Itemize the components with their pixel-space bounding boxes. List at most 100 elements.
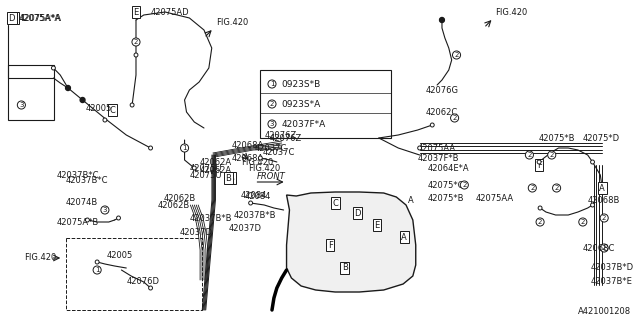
Text: 42037D: 42037D [228, 223, 261, 233]
Text: 2: 2 [530, 185, 534, 191]
Circle shape [430, 123, 434, 127]
Text: 42075*B: 42075*B [428, 194, 464, 203]
Text: A421001208: A421001208 [578, 308, 631, 316]
Text: 42037D: 42037D [180, 228, 212, 236]
Bar [66, 238, 202, 310]
Circle shape [148, 146, 152, 150]
Circle shape [95, 260, 99, 264]
Text: 2: 2 [602, 215, 606, 221]
Text: 42062A: 42062A [199, 157, 231, 166]
Text: 42075AA: 42075AA [476, 194, 514, 203]
Text: 42037C: 42037C [255, 143, 287, 153]
Text: B: B [225, 173, 231, 182]
Text: E: E [133, 7, 139, 17]
Text: 2: 2 [538, 219, 542, 225]
Text: 2: 2 [134, 39, 138, 45]
Text: 42037C: 42037C [262, 148, 294, 156]
Text: 2: 2 [462, 182, 467, 188]
Text: E: E [374, 220, 380, 229]
Text: 42084: 42084 [241, 190, 268, 199]
Text: 42075AA: 42075AA [418, 143, 456, 153]
Text: 3: 3 [102, 207, 107, 213]
Text: D: D [8, 13, 15, 22]
Text: 0923S*B: 0923S*B [282, 79, 321, 89]
Circle shape [51, 66, 56, 70]
Text: 42062B: 42062B [163, 194, 195, 203]
Bar [8, 65, 54, 120]
Text: 42005: 42005 [107, 251, 133, 260]
Circle shape [249, 201, 253, 205]
Text: FRONT: FRONT [257, 172, 285, 180]
Text: 2: 2 [580, 219, 585, 225]
Text: 2: 2 [270, 101, 274, 107]
Text: C: C [332, 198, 338, 207]
Text: 42076Z: 42076Z [264, 131, 296, 140]
Text: 42075*C: 42075*C [428, 180, 464, 189]
Text: 42075*B: 42075*B [539, 133, 575, 142]
Text: 42068B: 42068B [588, 196, 620, 204]
Text: 42075U: 42075U [189, 164, 222, 172]
Text: 42076D: 42076D [126, 277, 159, 286]
Text: 42037B*C: 42037B*C [66, 175, 109, 185]
Text: 2: 2 [554, 185, 559, 191]
Text: 3: 3 [19, 102, 24, 108]
Text: 42062A: 42062A [199, 165, 231, 174]
Text: 2: 2 [527, 152, 532, 158]
Text: B: B [228, 173, 234, 182]
Polygon shape [287, 192, 416, 292]
Text: 42037B*E: 42037B*E [591, 277, 632, 286]
Text: F: F [537, 161, 541, 170]
Text: 42075A*B: 42075A*B [56, 218, 99, 227]
Circle shape [80, 98, 85, 102]
Text: 42037B*B: 42037B*B [189, 213, 232, 222]
Text: 42076G: 42076G [426, 85, 458, 94]
Text: C: C [109, 106, 116, 115]
Circle shape [86, 218, 90, 222]
Text: 42068C: 42068C [583, 244, 615, 252]
Text: 42037F*B: 42037F*B [418, 154, 459, 163]
Text: 42062B: 42062B [157, 201, 189, 210]
Text: 42076Z: 42076Z [270, 133, 302, 142]
Bar [260, 70, 392, 138]
Circle shape [591, 203, 595, 207]
Circle shape [65, 85, 70, 91]
Circle shape [116, 216, 120, 220]
Text: 42068A: 42068A [231, 154, 264, 163]
Text: A: A [401, 233, 407, 242]
Text: 3: 3 [269, 121, 274, 127]
Circle shape [134, 53, 138, 57]
Circle shape [538, 206, 542, 210]
Text: 42064E*A: 42064E*A [428, 164, 469, 172]
Circle shape [148, 286, 152, 290]
Text: 42037B*D: 42037B*D [591, 263, 634, 273]
Text: A: A [600, 183, 605, 193]
Text: 2: 2 [602, 245, 606, 251]
Circle shape [440, 18, 444, 22]
Circle shape [591, 160, 595, 164]
Text: 42062C: 42062C [426, 108, 458, 116]
Text: FIG.420: FIG.420 [248, 164, 280, 172]
Text: 2: 2 [452, 115, 457, 121]
Text: 0923S*A: 0923S*A [282, 100, 321, 108]
Text: F: F [328, 241, 333, 250]
Text: 42075A*A: 42075A*A [19, 13, 61, 22]
Text: 42075U: 42075U [189, 171, 222, 180]
Text: 42068A: 42068A [231, 140, 264, 149]
Text: FIG.420: FIG.420 [241, 157, 273, 166]
Circle shape [440, 18, 444, 22]
Text: FIG.420: FIG.420 [495, 7, 527, 17]
Text: 1: 1 [95, 267, 99, 273]
Circle shape [103, 118, 107, 122]
Circle shape [418, 146, 422, 150]
Circle shape [193, 166, 196, 170]
Text: 42075A*A: 42075A*A [19, 13, 61, 22]
Circle shape [259, 156, 262, 160]
Text: 1: 1 [269, 81, 274, 87]
Text: D: D [10, 13, 17, 22]
Text: 42037B*B: 42037B*B [233, 211, 276, 220]
Text: 42037F*A: 42037F*A [282, 119, 326, 129]
Text: B: B [342, 263, 348, 273]
Text: 42037B*C: 42037B*C [56, 171, 99, 180]
Text: 2: 2 [550, 152, 554, 158]
Circle shape [130, 103, 134, 107]
